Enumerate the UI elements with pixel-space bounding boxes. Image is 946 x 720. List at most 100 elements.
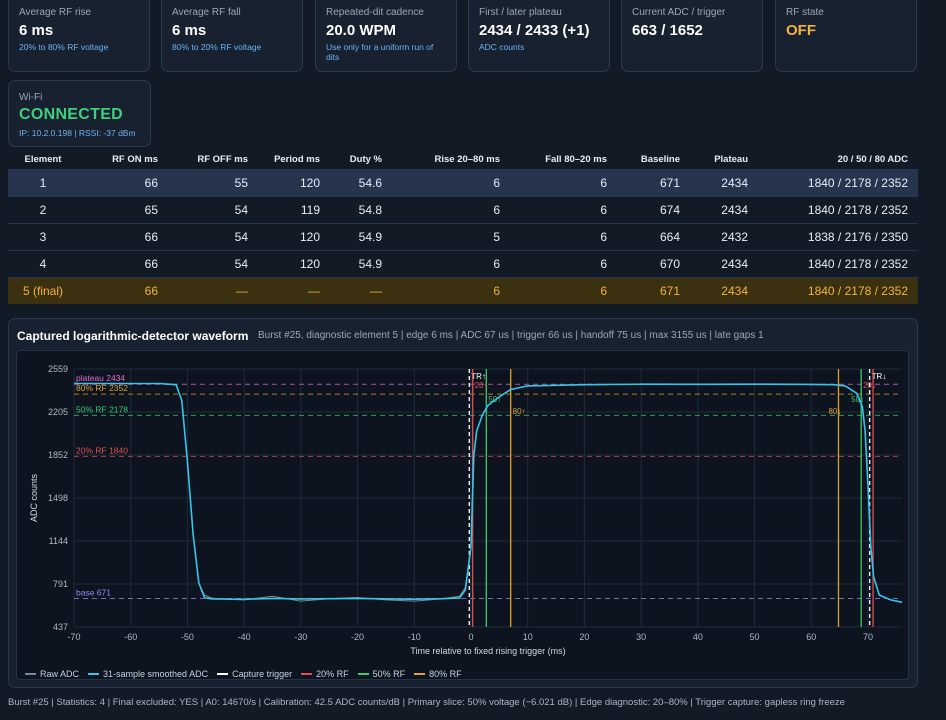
waveform-meta: Burst #25, diagnostic element 5 | edge 6… [258,330,764,341]
x-tick-label: -20 [351,632,364,642]
table-cell: 66 [78,223,168,251]
x-tick-label: -60 [124,632,137,642]
stat-label: Average RF rise [19,7,92,18]
marker-label: 50↓ [851,395,864,404]
table-cell: 1840 / 2178 / 2352 [758,277,918,304]
legend-item-80rf[interactable]: 80% RF [414,669,462,679]
col-rf-off: RF OFF ms [197,153,248,165]
legend-label: 20% RF [316,669,349,679]
wifi-details: IP: 10.2.0.198 | RSSI: -37 dBm [19,128,136,138]
x-tick-label: -40 [238,632,251,642]
level-label: 50% RF 2178 [76,404,128,414]
table-cell: 2 [8,196,78,224]
col-thresholds: 20 / 50 / 80 ADC [837,153,908,165]
table-cell: 6 [510,169,617,197]
table-cell: 664 [617,223,690,251]
col-element: Element [24,153,62,165]
table-row-final[interactable]: 5 (final) 66— — —6 6 671 2434 1840 / 2178 / 235… [8,277,918,304]
table-cell: 2432 [690,223,758,251]
table-cell: 671 [617,277,690,304]
table-cell: 119 [258,196,330,224]
stat-value: 6 ms [19,22,54,39]
legend-item-raw[interactable]: Raw ADC [25,669,79,679]
table-cell: — [168,277,258,304]
table-cell: 6 [510,223,617,251]
legend-item-50rf[interactable]: 50% RF [357,669,406,679]
y-tick-label: 2559 [48,364,68,374]
col-period: Period ms [274,153,320,165]
table-cell: 4 [8,250,78,278]
stat-sub: ADC counts [479,42,525,52]
rf-state-value: OFF [786,22,816,39]
table-cell: — [258,277,330,304]
wifi-label: Wi-Fi [19,92,43,103]
x-tick-label: 60 [806,632,816,642]
stat-sub: Use only for a uniform run of dits [326,42,434,62]
series-line [74,383,903,603]
table-cell: 120 [258,250,330,278]
x-tick-label: -30 [294,632,307,642]
y-tick-label: 437 [53,622,68,632]
legend-swatch [217,673,229,675]
stat-card-plateau: First / later plateau 2434 / 2433 (+1) A… [468,0,610,72]
table-cell: 671 [617,169,690,197]
legend-label: 50% RF [372,669,406,679]
legend-label: 31-sample smoothed ADC [103,669,209,679]
marker-label: 20↑ [475,381,488,390]
legend-item-20rf[interactable]: 20% RF [301,669,349,679]
table-cell: 5 (final) [8,277,78,304]
stat-label: Average RF fall [172,7,241,18]
stat-sub: 80% to 20% RF voltage [172,42,262,52]
table-cell: 54.9 [330,223,392,251]
col-baseline: Baseline [640,153,680,165]
table-cell: 54 [168,223,258,251]
legend-item-trigger[interactable]: Capture trigger [217,669,292,679]
element-table: Element RF ON ms RF OFF ms Period ms Dut… [8,149,918,304]
legend-swatch [301,673,313,675]
table-row[interactable]: 2 65 54 119 54.8 6 6 674 2434 1840 / 2178 / 2352 [8,196,918,224]
legend-swatch [357,673,369,675]
waveform-chart: -70 -60 -50 -40 -30 -20 -10 0 10 20 30 40 50 60 70 437 7… [29,364,903,656]
table-cell: 2434 [690,250,758,278]
col-plateau: Plateau [714,153,748,165]
x-tick-label: 40 [693,632,703,642]
table-cell: 2434 [690,196,758,224]
table-cell: 120 [258,169,330,197]
y-tick-label: 2205 [48,407,68,417]
legend-label: Capture trigger [232,669,293,679]
table-row[interactable]: 4 66 54 120 54.9 6 6 670 2434 1840 / 2178 / 2352 [8,250,918,278]
marker-label: 80↓ [828,407,841,416]
table-cell: 54 [168,196,258,224]
legend-item-smoothed[interactable]: 31-sample smoothed ADC [88,669,208,679]
stat-card-fall: Average RF fall 6 ms 80% to 20% RF volta… [161,0,303,72]
table-cell: — [330,277,392,304]
waveform-panel: Captured logarithmic-detector waveform B… [8,318,918,688]
wifi-card: Wi-Fi CONNECTED IP: 10.2.0.198 | RSSI: -… [8,80,151,147]
table-cell: 1840 / 2178 / 2352 [758,250,918,278]
table-cell: 1 [8,169,78,197]
legend-label: Raw ADC [40,669,80,679]
y-tick-label: 1852 [48,450,68,460]
stat-sub: 20% to 80% RF voltage [19,42,109,52]
series-line [74,382,903,604]
legend-swatch [25,673,36,675]
table-cell: 54.8 [330,196,392,224]
wifi-status: CONNECTED [19,106,124,123]
table-cell: 66 [78,277,168,304]
x-tick-label: 0 [468,632,473,642]
level-label: plateau 2434 [76,373,125,383]
y-tick-label: 791 [53,579,68,589]
table-row[interactable]: 1 66 55 120 54.6 6 6 671 2434 1840 / 2178 / 2352 [8,169,918,197]
y-tick-label: 1144 [49,536,68,546]
marker-label: 20↓ [863,381,876,390]
table-cell: 5 [392,223,510,251]
table-row[interactable]: 3 66 54 120 54.9 5 6 664 2432 1838 / 2176 / 2350 [8,223,918,251]
level-label: 80% RF 2352 [76,383,128,393]
stat-label: First / later plateau [479,7,562,18]
table-cell: 55 [168,169,258,197]
x-tick-label: -50 [181,632,194,642]
table-cell: 2434 [690,277,758,304]
table-cell: 3 [8,223,78,251]
level-label: base 671 [76,588,111,598]
stat-card-rise: Average RF rise 6 ms 20% to 80% RF volta… [8,0,150,72]
